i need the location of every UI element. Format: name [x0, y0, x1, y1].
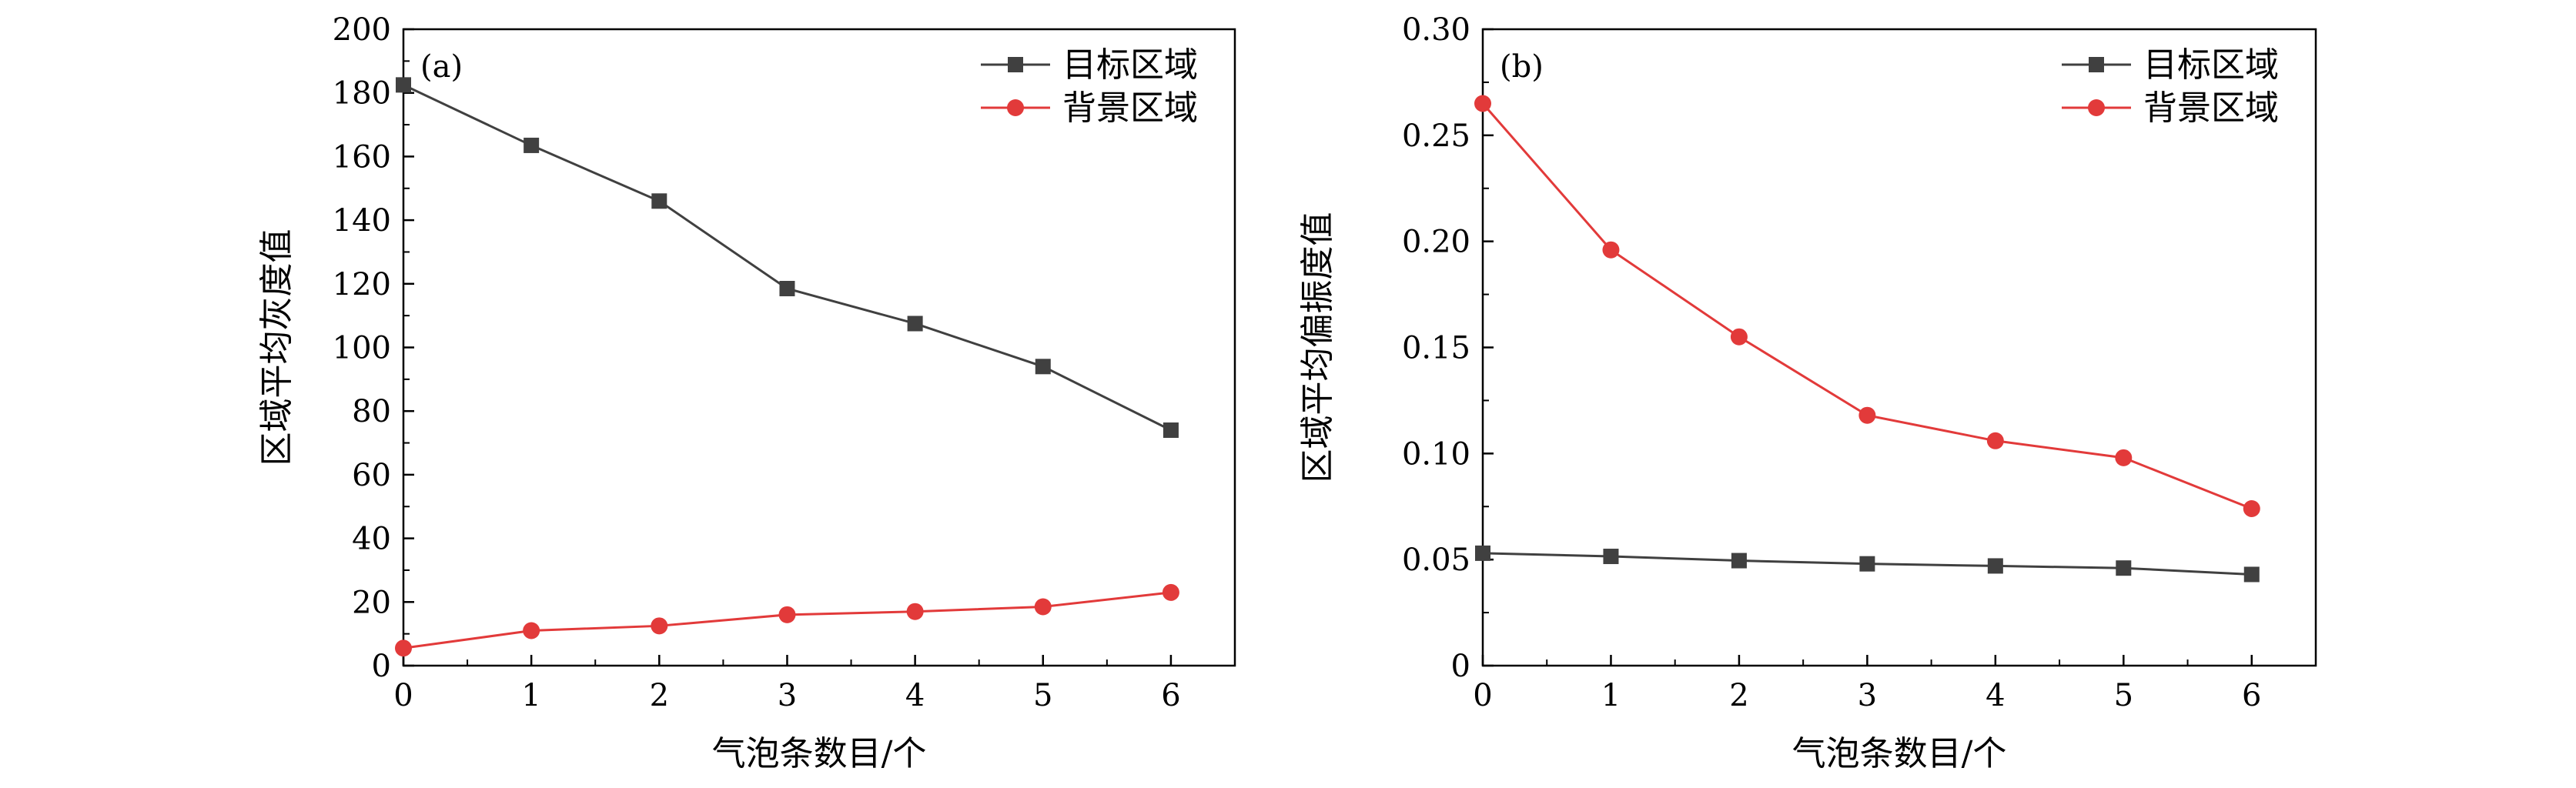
panel-label: (a): [420, 49, 463, 85]
data-point: [1034, 598, 1052, 616]
y-tick-label: 0.25: [1402, 119, 1470, 154]
y-tick-label: 80: [352, 394, 391, 429]
legend-entry: 背景区域: [2062, 88, 2279, 128]
y-tick-label: 0: [1451, 649, 1470, 684]
x-tick-label: 6: [2242, 678, 2261, 713]
legend-marker: [1008, 57, 1023, 72]
x-tick-label: 5: [1033, 678, 1052, 713]
data-point: [1603, 549, 1619, 565]
legend-label: 背景区域: [2143, 88, 2279, 128]
y-tick-label: 120: [333, 267, 391, 302]
data-point: [1859, 556, 1875, 572]
x-tick-label: 4: [905, 678, 925, 713]
data-point: [1731, 553, 1747, 569]
data-point: [2243, 566, 2260, 583]
y-tick-label: 0: [372, 649, 391, 684]
legend-marker: [2089, 57, 2104, 72]
data-point: [1475, 545, 1490, 561]
y-tick-label: 0.05: [1402, 543, 1470, 578]
data-point: [1602, 241, 1620, 259]
x-tick-label: 2: [1729, 678, 1748, 713]
x-tick-label: 6: [1161, 678, 1180, 713]
data-point: [2115, 449, 2133, 466]
data-point: [524, 137, 540, 153]
y-tick-label: 0.10: [1402, 436, 1470, 472]
data-point: [1858, 406, 1876, 424]
x-tick-label: 3: [778, 678, 797, 713]
y-tick-label: 0.20: [1402, 225, 1470, 260]
legend-marker: [1007, 99, 1024, 116]
legend-marker: [2088, 99, 2105, 116]
legend-entry: 目标区域: [2062, 45, 2279, 85]
legend-entry: 目标区域: [981, 45, 1198, 85]
y-tick-label: 0.15: [1402, 331, 1470, 366]
data-point: [1730, 328, 1748, 346]
legend-entry: 背景区域: [981, 88, 1198, 128]
legend-label: 目标区域: [2143, 45, 2279, 85]
data-point: [907, 316, 923, 332]
data-point: [1474, 95, 1491, 112]
data-point: [906, 603, 924, 620]
x-tick-label: 0: [393, 678, 413, 713]
data-point: [778, 606, 796, 623]
x-tick-label: 1: [1601, 678, 1621, 713]
data-point: [396, 77, 411, 93]
legend-label: 目标区域: [1062, 45, 1198, 85]
series-target-region: [1475, 545, 2260, 583]
data-point: [1987, 558, 2003, 574]
y-tick-label: 20: [352, 585, 391, 620]
x-tick-label: 3: [1858, 678, 1877, 713]
series-line: [403, 84, 1172, 432]
data-point: [651, 193, 667, 209]
y-tick-label: 180: [333, 76, 391, 112]
chart-panel-b: 0 1 2 3 4 5 6 0 0.05 0.10 0.15 0.20 0.25 0.30 气泡条数目/个 区…: [1298, 12, 2317, 773]
y-tick-label: 200: [333, 12, 391, 48]
x-tick-label: 1: [521, 678, 540, 713]
y-tick-label: 160: [333, 139, 391, 175]
data-point: [1162, 583, 1179, 601]
legend-label: 背景区域: [1062, 88, 1198, 128]
series-background-region: [1474, 95, 2260, 518]
y-axis-title: 区域平均偏振度值: [1298, 212, 1337, 483]
panel-label: (b): [1500, 49, 1544, 85]
x-tick-label: 5: [2114, 678, 2133, 713]
series-target-region: [396, 77, 1179, 439]
data-point: [1986, 432, 2004, 449]
x-tick-label: 2: [650, 678, 669, 713]
x-axis-title: 气泡条数目/个: [712, 734, 927, 773]
y-tick-label: 140: [333, 203, 391, 239]
data-point: [1035, 359, 1051, 375]
y-tick-label: 0.30: [1402, 12, 1470, 48]
series-background-region: [395, 583, 1179, 657]
x-axis-title: 气泡条数目/个: [1792, 734, 2007, 773]
y-tick-label: 60: [352, 458, 391, 493]
data-point: [779, 281, 795, 297]
y-axis-title: 区域平均灰度值: [257, 229, 296, 466]
x-tick-label: 4: [1986, 678, 2005, 713]
chart-panel-a: 0 1 2 3 4 5 6020406080100120140160180200气泡条数目/…: [257, 12, 1236, 773]
data-point: [1163, 422, 1179, 439]
data-point: [395, 639, 412, 657]
data-point: [651, 617, 668, 635]
data-point: [523, 622, 540, 639]
y-tick-label: 100: [333, 331, 391, 366]
data-point: [2116, 560, 2132, 576]
series-line: [1481, 102, 2253, 510]
data-point: [2243, 500, 2260, 518]
y-tick-label: 40: [352, 522, 391, 557]
x-tick-label: 0: [1473, 678, 1492, 713]
